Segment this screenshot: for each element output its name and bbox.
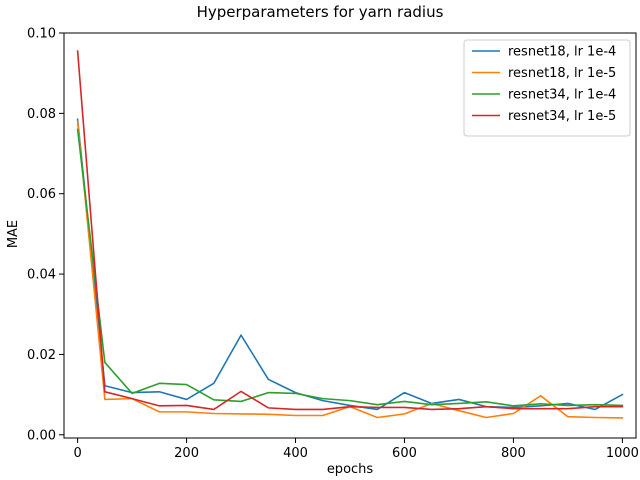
series-layer: [76, 50, 624, 419]
y-tick-label: 0.06: [27, 187, 56, 202]
x-tick-label: 200: [174, 446, 199, 461]
legend-entry-1: resnet18, lr 1e-4: [508, 45, 616, 60]
x-tick-label: 600: [392, 446, 417, 461]
legend-entry-4: resnet34, lr 1e-5: [508, 109, 616, 124]
legend-entry-2: resnet18, lr 1e-5: [508, 66, 616, 81]
x-tick-label: 0: [73, 446, 81, 461]
plot-frame: [63, 32, 637, 439]
x-tick-label: 1000: [606, 446, 639, 461]
y-axis-label: MAE: [6, 220, 21, 248]
y-tick-label: 0.10: [27, 27, 56, 42]
x-tick-label: 400: [283, 446, 308, 461]
x-tick-label: 800: [501, 446, 526, 461]
series-line-4: [76, 50, 624, 411]
y-tick-label: 0.08: [27, 107, 56, 122]
legend-box: [463, 39, 631, 137]
chart-title: Hyperparameters for yarn radius: [197, 3, 444, 21]
legend: resnet18, lr 1e-4 resnet18, lr 1e-5 resnet…: [463, 39, 631, 137]
ticks-layer: 0 200 400 600 800 1000 0.00 0.02 0.04 0.06 0.08 0.1…: [27, 27, 639, 462]
series-line-3: [76, 128, 624, 407]
y-tick-label: 0.02: [27, 348, 56, 363]
series-line-1: [76, 118, 624, 411]
y-tick-label: 0.04: [27, 268, 56, 283]
x-axis-label: epochs: [327, 462, 374, 477]
legend-entry-3: resnet34, lr 1e-4: [508, 88, 616, 103]
series-line-2: [76, 120, 624, 419]
y-tick-label: 0.00: [27, 428, 56, 443]
